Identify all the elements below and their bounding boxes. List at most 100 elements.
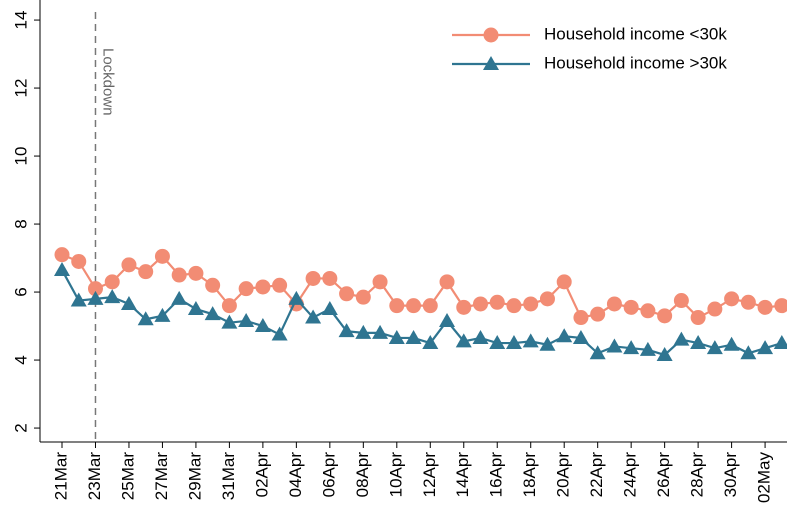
data-point — [690, 335, 707, 350]
data-point — [572, 329, 589, 344]
x-tick-label: 21Mar — [51, 452, 70, 501]
data-point — [506, 298, 522, 314]
data-point — [388, 329, 405, 344]
data-point — [54, 247, 70, 263]
data-point — [305, 309, 322, 324]
data-point — [204, 306, 221, 321]
data-point — [522, 333, 539, 348]
data-point — [690, 310, 706, 326]
data-point — [406, 298, 422, 314]
data-point — [673, 331, 690, 346]
data-point — [489, 294, 505, 310]
data-point — [338, 323, 355, 338]
data-point — [740, 345, 757, 360]
legend-label: Household income <30k — [544, 24, 727, 43]
legend-label: Household income >30k — [544, 53, 727, 72]
data-point — [272, 277, 288, 293]
x-tick-label: 14Apr — [453, 452, 472, 498]
data-point — [405, 329, 422, 344]
data-point — [640, 303, 656, 319]
data-point — [121, 257, 137, 273]
data-point — [706, 340, 723, 355]
data-point — [539, 336, 556, 351]
x-tick-label: 24Apr — [621, 452, 640, 498]
data-point — [87, 290, 104, 305]
data-point — [288, 290, 305, 305]
data-point — [254, 318, 271, 333]
data-point — [556, 274, 572, 290]
data-point — [556, 328, 573, 343]
x-tick-label: 06Apr — [319, 452, 338, 498]
data-point — [623, 340, 640, 355]
data-point — [422, 335, 439, 350]
data-point — [355, 289, 371, 305]
data-point — [606, 338, 623, 353]
data-point — [322, 270, 338, 286]
x-tick-label: 30Apr — [721, 452, 740, 498]
data-point — [339, 286, 355, 302]
y-tick-label: 8 — [11, 219, 30, 228]
data-point — [724, 291, 740, 307]
data-point — [187, 301, 204, 316]
data-point — [623, 299, 639, 315]
data-point — [422, 298, 438, 314]
data-point — [321, 301, 338, 316]
data-point — [757, 299, 773, 315]
data-point — [355, 324, 372, 339]
data-point — [54, 261, 70, 276]
data-point — [154, 248, 170, 264]
data-point — [773, 335, 787, 350]
data-point — [523, 296, 539, 312]
data-point — [505, 335, 522, 350]
y-tick-label: 2 — [11, 423, 30, 432]
data-point — [606, 296, 622, 312]
x-tick-label: 23Mar — [85, 452, 104, 501]
data-point — [589, 345, 606, 360]
lockdown-label: Lockdown — [100, 48, 117, 116]
y-tick-label: 12 — [11, 79, 30, 98]
data-point — [104, 274, 120, 290]
x-tick-label: 16Apr — [487, 452, 506, 498]
data-point — [104, 289, 121, 304]
x-tick-label: 12Apr — [420, 452, 439, 498]
data-point — [473, 296, 488, 312]
data-point — [154, 307, 171, 322]
series-line — [61, 269, 783, 357]
x-tick-label: 20Apr — [554, 452, 573, 498]
x-tick-label: 25Mar — [118, 452, 137, 501]
data-point — [573, 310, 589, 326]
data-point — [472, 329, 489, 344]
data-point — [639, 341, 656, 356]
data-point — [590, 306, 606, 322]
data-point — [774, 298, 787, 314]
data-point — [757, 340, 774, 355]
data-point — [539, 291, 555, 307]
data-point — [120, 295, 137, 310]
data-point — [305, 270, 321, 286]
data-point — [71, 253, 87, 269]
data-point — [255, 279, 271, 295]
data-point — [188, 265, 204, 281]
x-tick-label: 04Apr — [286, 452, 305, 498]
data-point — [137, 311, 154, 326]
x-tick-label: 18Apr — [520, 452, 539, 498]
data-point — [171, 290, 188, 305]
data-point — [171, 267, 187, 283]
x-tick-label: 08Apr — [353, 452, 372, 498]
data-point — [70, 292, 87, 307]
data-point — [673, 293, 689, 309]
data-point — [455, 333, 472, 348]
data-point — [389, 298, 405, 314]
data-point — [740, 294, 756, 310]
data-point — [238, 281, 254, 297]
data-point — [372, 274, 388, 290]
y-tick-label: 14 — [11, 11, 30, 30]
data-point — [439, 312, 456, 327]
legend-marker — [483, 56, 499, 70]
data-point — [221, 298, 237, 314]
data-point — [439, 274, 455, 290]
data-point — [657, 308, 673, 324]
x-tick-label: 22Apr — [587, 452, 606, 498]
data-point — [238, 312, 255, 327]
